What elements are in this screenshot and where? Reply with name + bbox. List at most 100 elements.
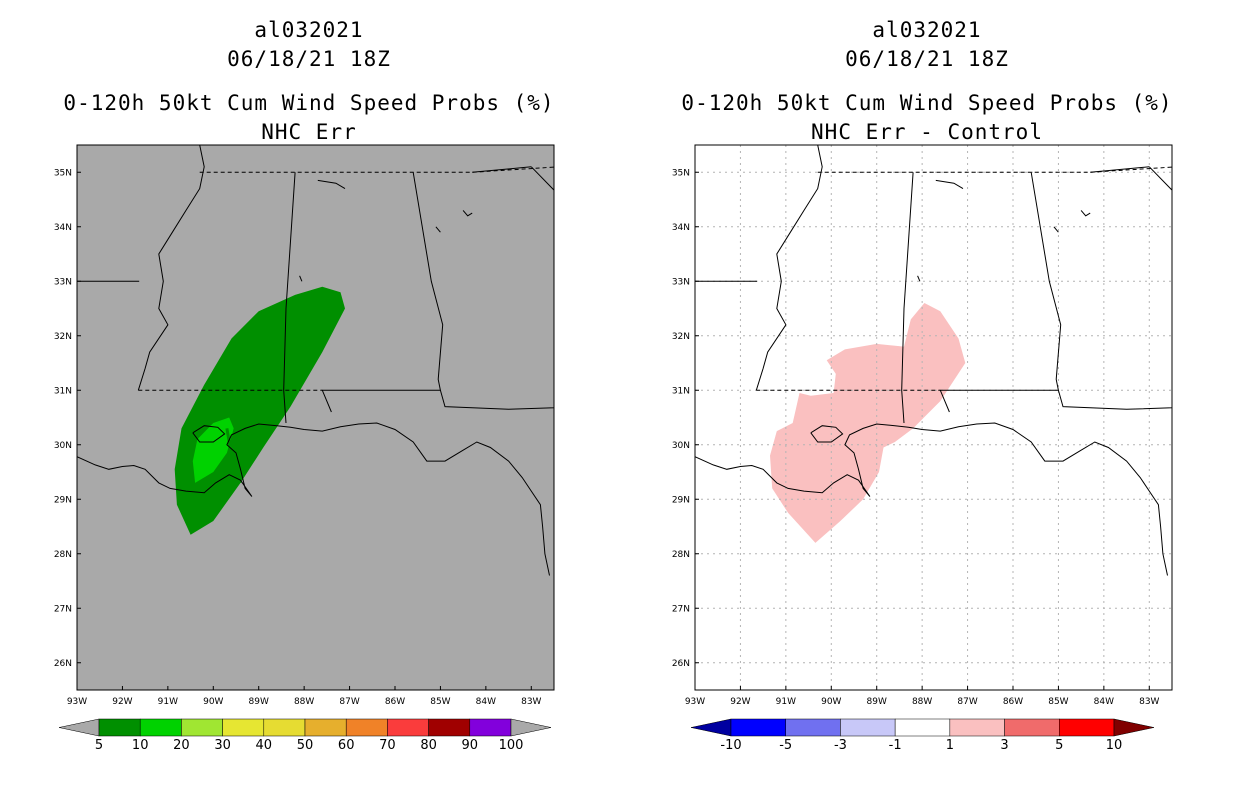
lon-tick-label: 93W xyxy=(67,697,87,707)
prob-diff-1-3-area xyxy=(770,303,966,543)
coastline xyxy=(695,422,1168,576)
colorbar-label: 1 xyxy=(946,738,954,753)
lat-tick-label: 26N xyxy=(672,659,690,669)
coastline xyxy=(1222,336,1236,527)
colorbar-label: 10 xyxy=(1106,738,1123,753)
datetime: 06/18/21 18Z xyxy=(227,47,391,71)
lat-tick-label: 31N xyxy=(672,386,690,396)
colorbar-label: 70 xyxy=(379,738,396,753)
map-title: 0-120h 50kt Cum Wind Speed Probs (%) xyxy=(681,91,1173,115)
lon-tick-label: 92W xyxy=(730,697,750,707)
colorbar-swatch xyxy=(730,718,786,737)
lake xyxy=(935,179,964,190)
colorbar-swatch xyxy=(139,718,182,737)
lon-tick-label: 93W xyxy=(685,697,705,707)
lake xyxy=(917,275,921,282)
lat-tick-label: 34N xyxy=(54,223,72,233)
lat-tick-label: 27N xyxy=(54,604,72,614)
lake xyxy=(299,275,303,282)
lon-tick-label: 86W xyxy=(1003,697,1023,707)
lake xyxy=(1080,210,1091,217)
state-border xyxy=(1148,166,1172,191)
lon-tick-label: 87W xyxy=(957,697,977,707)
map-layers xyxy=(695,145,1236,690)
lat-tick-label: 31N xyxy=(54,386,72,396)
prob-10-20-area xyxy=(192,417,234,483)
lat-tick-label: 33N xyxy=(672,277,690,287)
map-subtitle: NHC Err xyxy=(261,120,357,144)
lat-tick-label: 34N xyxy=(672,223,690,233)
probability-map: 35N 34N 33N 32N 31N 30N 29N 28N 27N 26N 93W 92W 91W 9… xyxy=(54,144,618,753)
lon-tick-label: 85W xyxy=(430,697,450,707)
prob-5-10-area xyxy=(174,286,345,535)
colorbar-swatch xyxy=(345,718,388,737)
coastline xyxy=(604,336,618,527)
state-border xyxy=(1090,166,1150,173)
lon-tick-label: 84W xyxy=(1094,697,1114,707)
lat-tick-label: 32N xyxy=(672,332,690,342)
lat-tick-label: 33N xyxy=(54,277,72,287)
lon-tick-label: 84W xyxy=(476,697,496,707)
storm-id: al032021 xyxy=(872,18,982,42)
lake xyxy=(435,226,441,233)
lat-tick-label: 32N xyxy=(54,332,72,342)
lat-tick-label: 30N xyxy=(672,441,690,451)
colorbar-swatch xyxy=(1004,718,1060,737)
left-panel: al032021 06/18/21 18Z 0-120h 50kt Cum Wi… xyxy=(54,18,618,753)
storm-id: al032021 xyxy=(254,18,364,42)
state-border xyxy=(439,390,554,410)
lat-tick-label: 28N xyxy=(54,550,72,560)
colorbar-label: 30 xyxy=(214,738,231,753)
lat-tick-label: 30N xyxy=(54,441,72,451)
lat-tick-label: 29N xyxy=(54,495,72,505)
colorbar-swatch xyxy=(949,718,1005,737)
lon-tick-label: 83W xyxy=(1139,697,1159,707)
state-border xyxy=(901,172,914,424)
colorbar-swatch xyxy=(785,718,841,737)
lon-tick-label: 87W xyxy=(339,697,359,707)
colorbar-label: 10 xyxy=(132,738,149,753)
colorbar-high-arrow xyxy=(510,718,552,737)
lon-tick-label: 88W xyxy=(912,697,932,707)
colorbar-swatch xyxy=(840,718,896,737)
colorbar-label: 60 xyxy=(338,738,355,753)
coastline xyxy=(77,422,550,576)
state-border xyxy=(1057,390,1172,410)
map-frame xyxy=(76,144,555,691)
colorbar-label: 3 xyxy=(1000,738,1008,753)
state-border xyxy=(530,166,554,191)
colorbar-swatch xyxy=(1059,718,1115,737)
map-layers xyxy=(77,145,618,576)
colorbar-swatch xyxy=(387,718,429,737)
lake-pontchartrain xyxy=(192,425,226,443)
state-border xyxy=(817,166,1172,173)
colorbar-label: -5 xyxy=(779,738,792,753)
colorbar-high-arrow xyxy=(1113,718,1155,737)
lake xyxy=(462,210,473,217)
colorbar-swatch xyxy=(98,718,141,737)
map-background xyxy=(77,145,554,690)
colorbar-swatch xyxy=(428,718,471,737)
colorbar-label: 90 xyxy=(462,738,479,753)
colorbar-low-arrow xyxy=(690,718,732,737)
colorbar-swatch xyxy=(222,718,265,737)
colorbar-label: -10 xyxy=(720,738,741,753)
lon-tick-label: 88W xyxy=(294,697,314,707)
lat-tick-label: 35N xyxy=(672,168,690,178)
colorbar-swatch xyxy=(263,718,306,737)
state-border xyxy=(472,166,532,173)
colorbar-label: -3 xyxy=(834,738,847,753)
colorbar-low-arrow xyxy=(58,718,100,737)
lake xyxy=(1053,226,1059,233)
colorbar-label: -1 xyxy=(889,738,902,753)
map-title: 0-120h 50kt Cum Wind Speed Probs (%) xyxy=(63,91,555,115)
lon-tick-label: 89W xyxy=(249,697,269,707)
colorbar-label: 40 xyxy=(256,738,273,753)
state-border xyxy=(939,172,1062,413)
state-border xyxy=(283,172,296,424)
lon-tick-label: 83W xyxy=(521,697,541,707)
right-panel: al032021 06/18/21 18Z 0-120h 50kt Cum Wi… xyxy=(618,0,1236,800)
lake-pontchartrain xyxy=(810,425,844,443)
difference-map: 35N 34N 33N 32N 31N 30N 29N 28N 27N 26N 93W 92W 91W 9… xyxy=(672,144,1236,753)
colorbar-swatch xyxy=(894,718,951,737)
